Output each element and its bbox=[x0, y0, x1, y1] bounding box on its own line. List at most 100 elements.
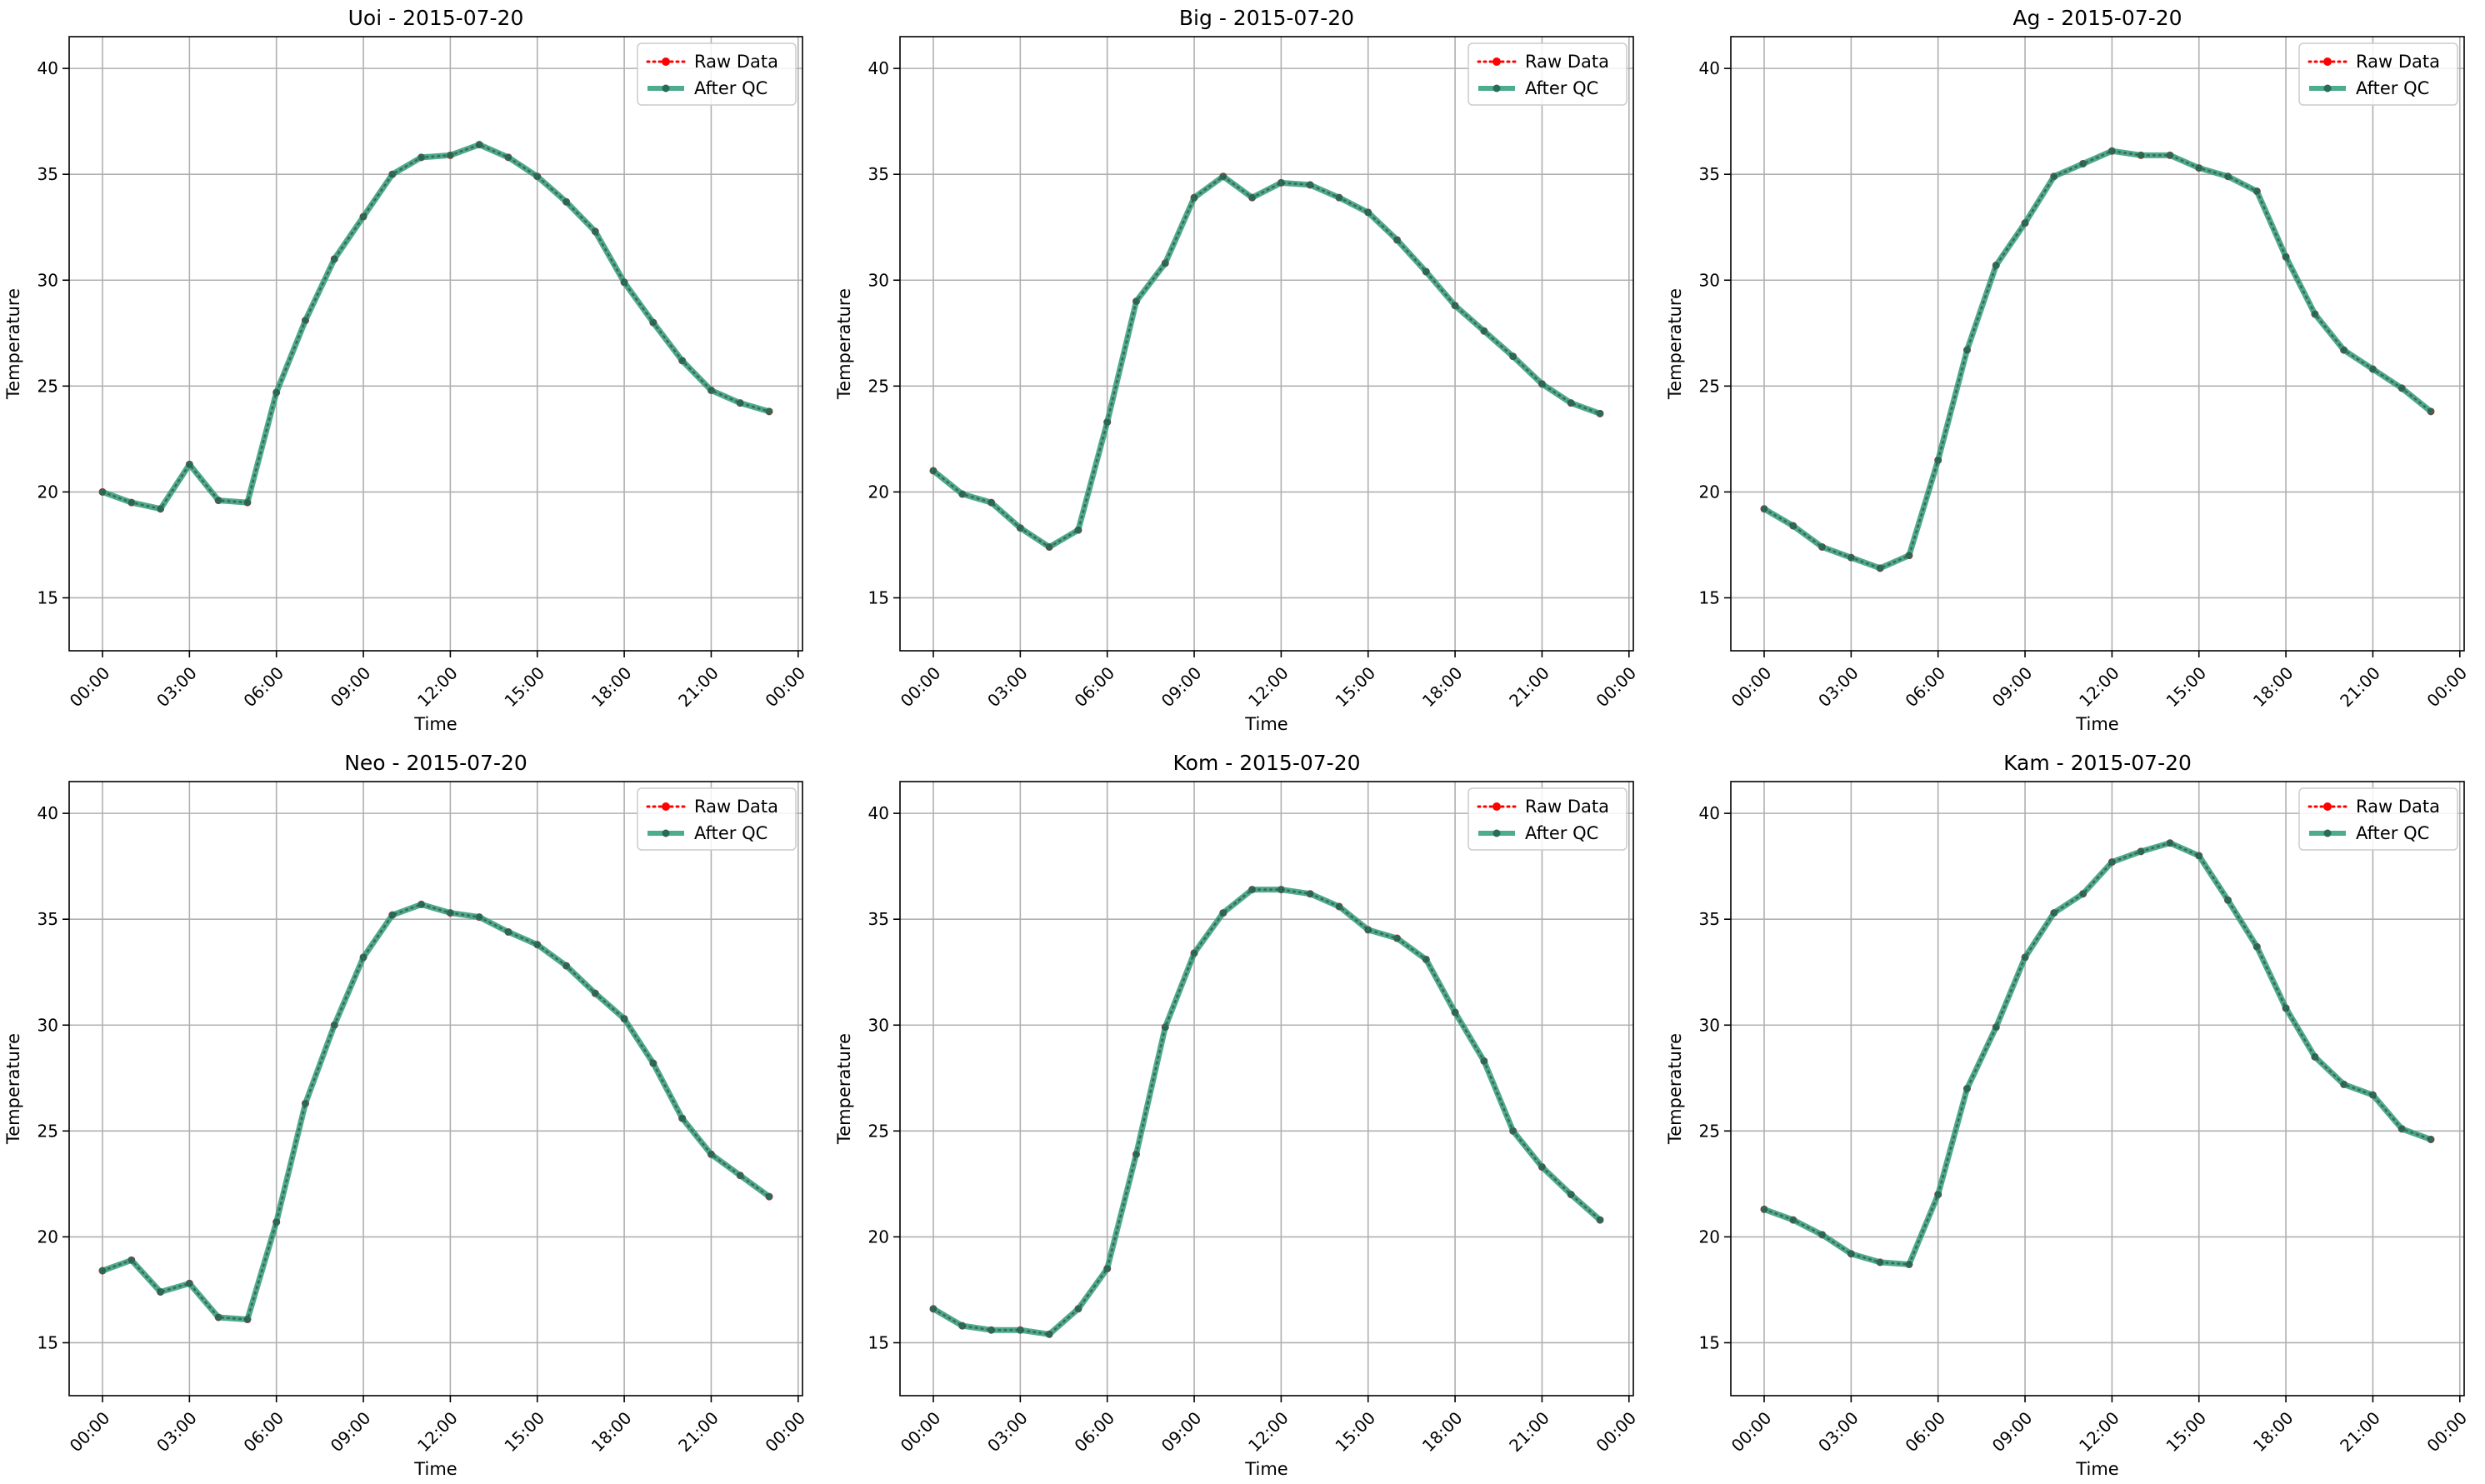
legend-raw-marker bbox=[1492, 57, 1501, 66]
legend: Raw Data After QC bbox=[1468, 42, 1628, 106]
x-tick-label: 18:00 bbox=[1418, 1407, 1467, 1456]
after-qc-point bbox=[2108, 147, 2116, 155]
raw-data-overlay bbox=[932, 888, 1601, 1336]
raw-data-line bbox=[101, 902, 771, 1322]
y-tick-label: 35 bbox=[1699, 164, 1720, 184]
x-tick-label: 12:00 bbox=[2075, 662, 2123, 711]
x-axis-label: Time bbox=[413, 714, 457, 734]
x-tick-label: 12:00 bbox=[2075, 1407, 2123, 1456]
x-tick-label: 18:00 bbox=[588, 662, 636, 711]
after-qc-point bbox=[1905, 552, 1913, 559]
after-qc-point bbox=[1162, 259, 1169, 267]
x-tick-label: 12:00 bbox=[1244, 1407, 1292, 1456]
y-axis-label: Temperature bbox=[1665, 288, 1685, 400]
y-tick-label: 35 bbox=[868, 164, 889, 184]
y-axis-label: Temperature bbox=[3, 288, 23, 400]
y-tick-label: 25 bbox=[868, 376, 889, 396]
legend-raw-marker bbox=[2323, 57, 2332, 66]
x-tick-label: 12:00 bbox=[413, 662, 462, 711]
after-qc-line bbox=[101, 901, 772, 1323]
y-tick-label: 25 bbox=[38, 376, 58, 396]
x-tick-label: 03:00 bbox=[152, 662, 201, 711]
y-tick-label: 15 bbox=[868, 1332, 889, 1352]
after-qc-point bbox=[1963, 1085, 1971, 1092]
after-qc-point bbox=[1074, 526, 1082, 534]
after-qc-point bbox=[1963, 346, 1971, 354]
after-qc-point bbox=[1306, 181, 1314, 189]
x-tick-label: 06:00 bbox=[239, 662, 288, 711]
x-tick-label: 15:00 bbox=[500, 1407, 548, 1456]
y-tick-label: 20 bbox=[38, 482, 58, 502]
after-qc-line bbox=[1762, 840, 2432, 1267]
raw-data-line bbox=[1762, 149, 2432, 570]
after-qc-point bbox=[2282, 1004, 2290, 1012]
after-qc-point bbox=[243, 1316, 252, 1323]
y-tick-label: 35 bbox=[868, 909, 889, 929]
x-tick-label: 00:00 bbox=[1728, 662, 1776, 711]
axes-frame bbox=[68, 781, 803, 1397]
y-tick-label: 15 bbox=[868, 587, 889, 607]
raw-data-overlay bbox=[932, 175, 1601, 548]
after-qc-point bbox=[988, 498, 995, 507]
x-tick-label: 21:00 bbox=[674, 662, 722, 711]
x-tick-label: 21:00 bbox=[674, 1407, 722, 1456]
y-tick-label: 15 bbox=[1699, 587, 1720, 607]
x-tick-label: 00:00 bbox=[761, 662, 809, 711]
after-qc-point bbox=[1934, 1191, 1942, 1198]
legend-qc-label: After QC bbox=[1525, 78, 1598, 98]
after-qc-point bbox=[988, 1327, 995, 1334]
x-axis-label: Time bbox=[1244, 714, 1288, 734]
x-tick-label: 06:00 bbox=[1070, 662, 1118, 711]
legend: Raw Data After QC bbox=[2298, 787, 2458, 851]
x-tick-label: 00:00 bbox=[897, 662, 945, 711]
y-axis-label: Temperature bbox=[1665, 1033, 1685, 1145]
legend-raw-label: Raw Data bbox=[694, 52, 778, 72]
after-qc-point bbox=[1306, 890, 1314, 897]
y-tick-label: 35 bbox=[38, 909, 58, 929]
after-qc-point bbox=[2427, 1136, 2435, 1143]
raw-data-line bbox=[1762, 842, 2432, 1267]
after-qc-line bbox=[932, 887, 1602, 1337]
x-tick-label: 15:00 bbox=[1331, 662, 1379, 711]
y-axis-label: Temperature bbox=[834, 1033, 854, 1145]
chart-title: Ag - 2015-07-20 bbox=[2012, 6, 2182, 30]
after-qc-point bbox=[2224, 172, 2232, 180]
legend-qc-label: After QC bbox=[694, 823, 768, 843]
after-qc-point bbox=[1596, 1216, 1604, 1224]
y-tick-label: 15 bbox=[1699, 1332, 1720, 1352]
x-tick-label: 06:00 bbox=[1070, 1407, 1118, 1456]
after-qc-line bbox=[1762, 147, 2433, 572]
legend-qc-label: After QC bbox=[1525, 823, 1598, 843]
raw-data-overlay bbox=[102, 143, 770, 510]
legend-raw-label: Raw Data bbox=[1525, 52, 1609, 72]
after-qc-point bbox=[388, 170, 397, 178]
after-qc-point bbox=[331, 255, 338, 263]
x-tick-label: 09:00 bbox=[327, 1407, 375, 1456]
legend-qc-label: After QC bbox=[2356, 78, 2429, 98]
x-tick-label: 09:00 bbox=[1988, 1407, 2037, 1456]
axes-frame bbox=[899, 781, 1634, 1397]
x-tick-label: 18:00 bbox=[2249, 662, 2298, 711]
legend-raw-marker bbox=[662, 802, 670, 811]
after-qc-point bbox=[1393, 934, 1401, 942]
raw-data-overlay bbox=[102, 903, 770, 1321]
y-tick-label: 40 bbox=[1699, 58, 1720, 78]
chart-title: Kam - 2015-07-20 bbox=[2003, 751, 2192, 775]
x-tick-label: 21:00 bbox=[1505, 662, 1553, 711]
x-tick-label: 00:00 bbox=[761, 1407, 809, 1456]
after-qc-point bbox=[737, 399, 744, 407]
after-qc-point bbox=[272, 388, 280, 397]
x-tick-label: 15:00 bbox=[2162, 1407, 2210, 1456]
after-qc-point bbox=[1992, 262, 2000, 269]
x-tick-label: 12:00 bbox=[1244, 662, 1292, 711]
x-tick-label: 15:00 bbox=[2162, 662, 2210, 711]
chart-panel: 15 20 25 30 35 40 00:00 03:00 06:00 09:00 12:00 15:… bbox=[834, 6, 1640, 734]
y-tick-label: 20 bbox=[38, 1227, 58, 1247]
y-tick-label: 40 bbox=[868, 58, 889, 78]
after-qc-point bbox=[1017, 1327, 1024, 1334]
y-tick-label: 20 bbox=[868, 482, 889, 502]
y-tick-label: 25 bbox=[1699, 376, 1720, 396]
chart-panel: 15 20 25 30 35 40 00:00 03:00 06:00 09:00 12:00 15:… bbox=[1665, 751, 2471, 1479]
legend: Raw Data After QC bbox=[1468, 787, 1628, 851]
